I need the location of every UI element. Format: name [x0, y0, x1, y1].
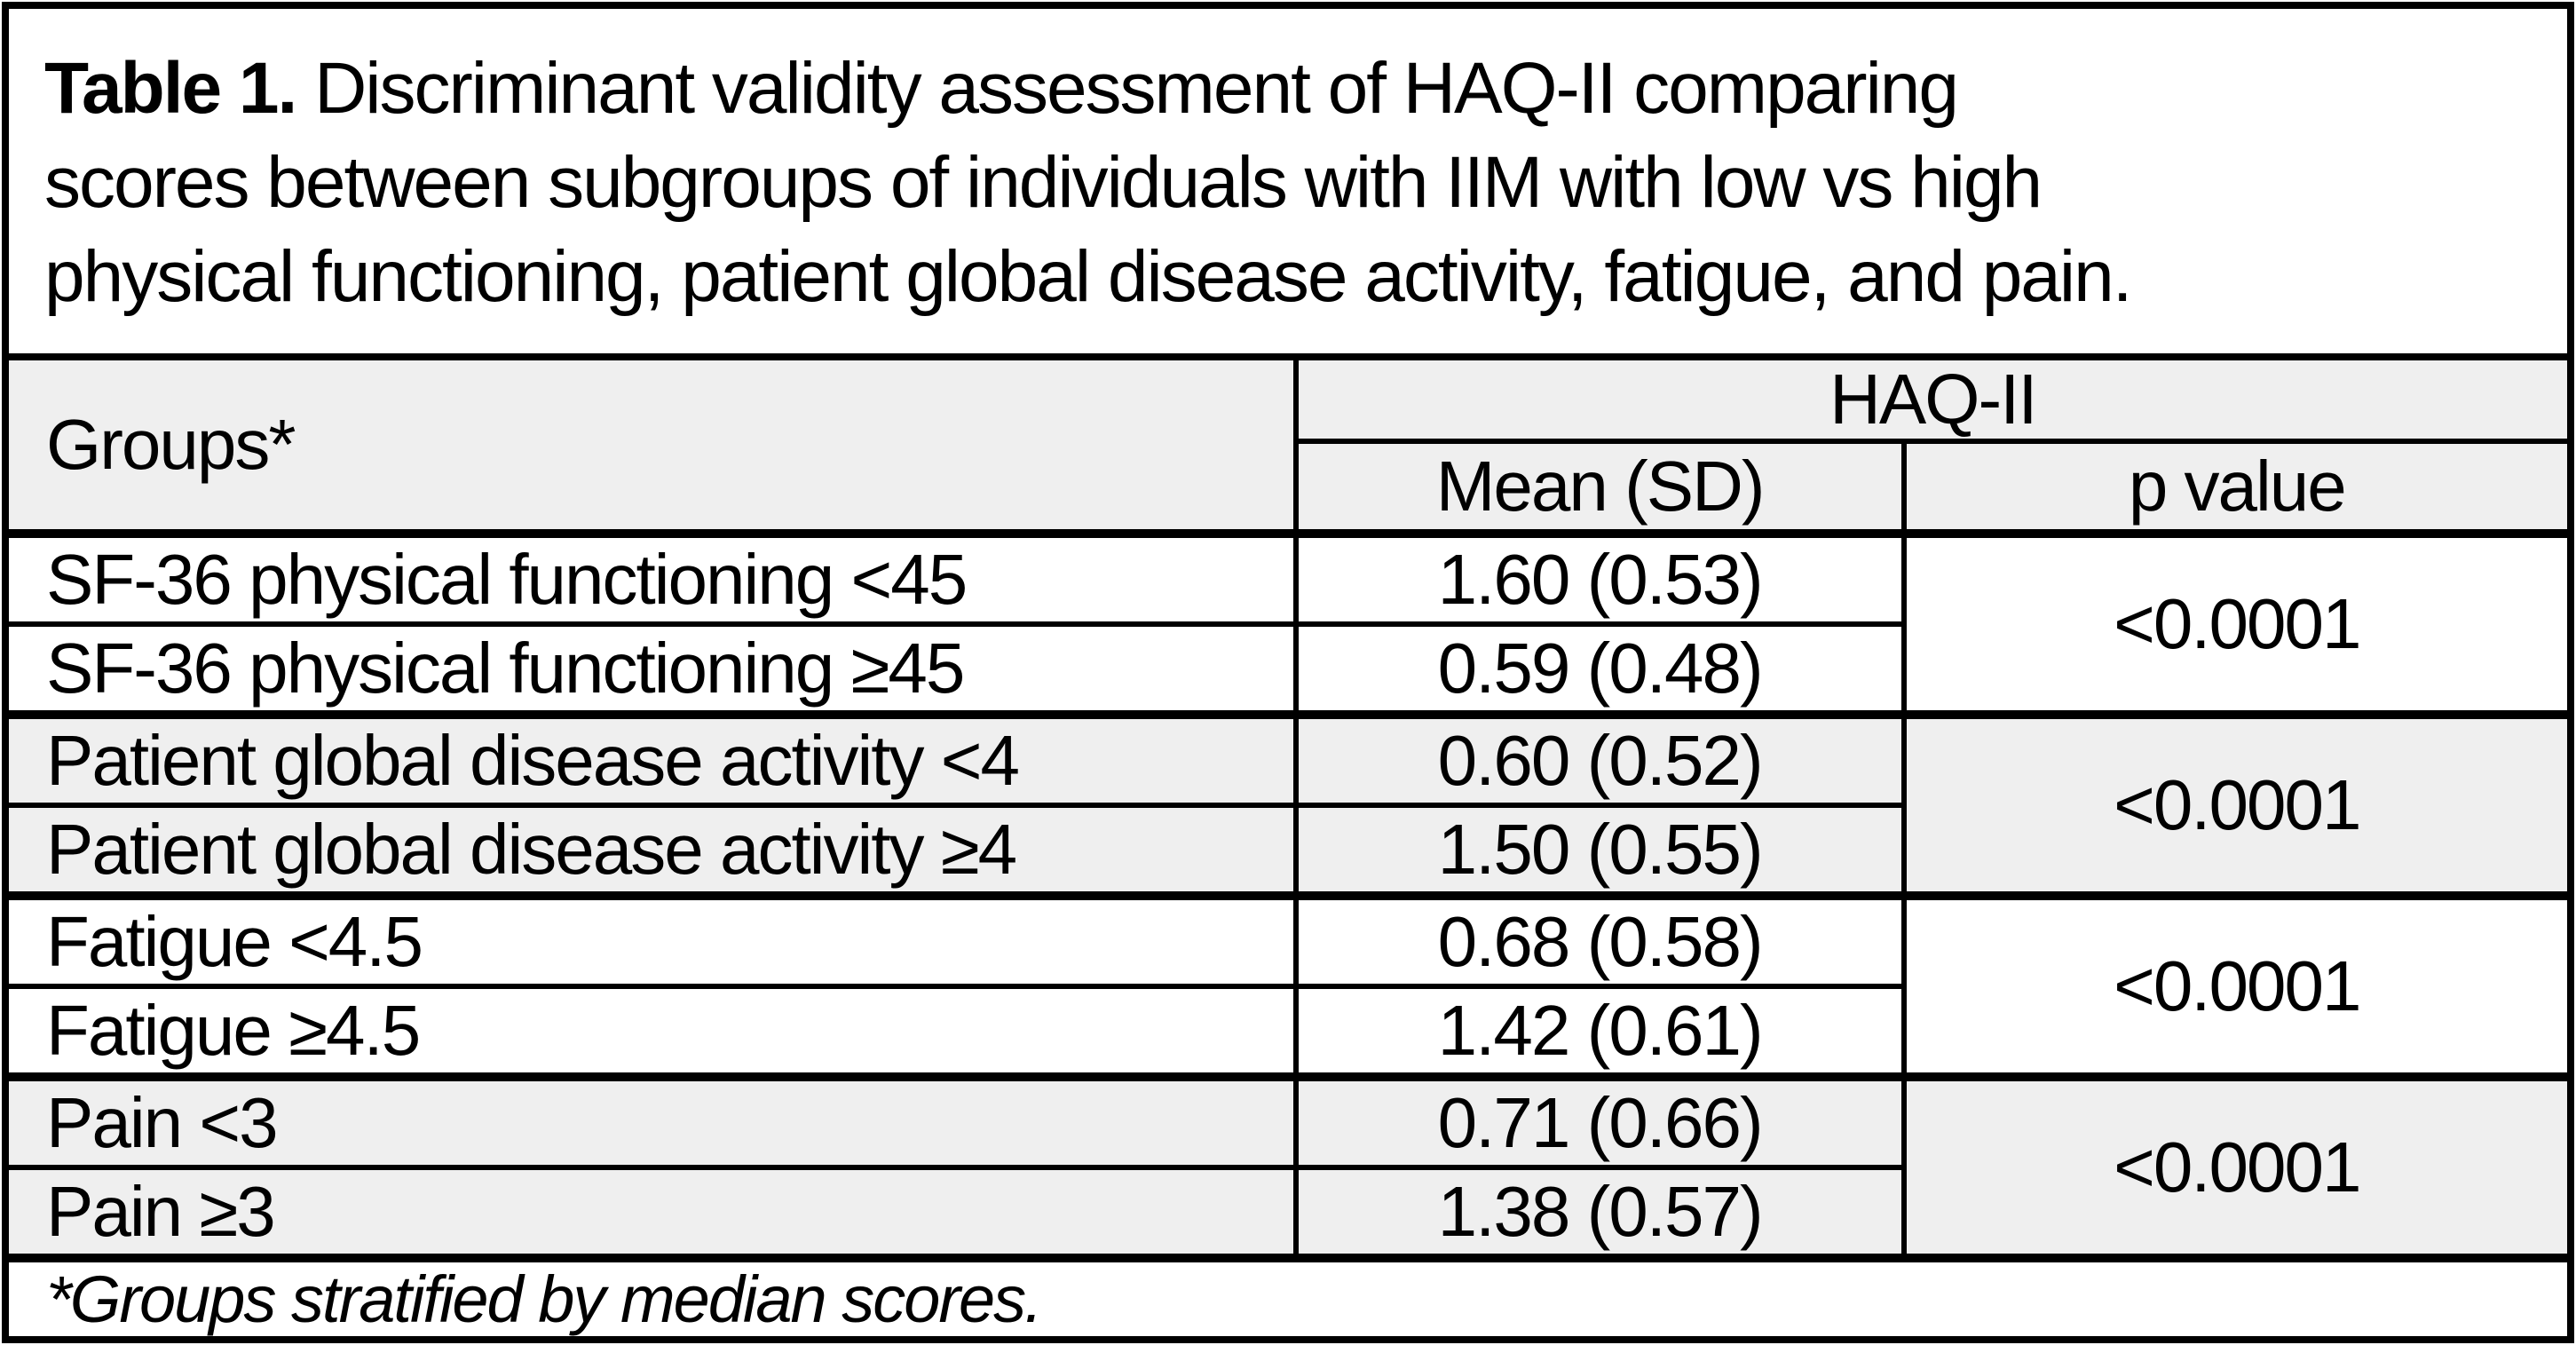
group-label-cell: SF-36 physical functioning <45	[3, 529, 1299, 627]
mean-sd-cell: 0.71 (0.66)	[1292, 1072, 1907, 1170]
group-label-cell: Patient global disease activity <4	[3, 710, 1299, 808]
table-title-line-1: Table 1. Discriminant validity assessmen…	[44, 42, 2535, 136]
column-header-groups: Groups*	[3, 354, 1299, 536]
mean-sd-cell: 0.59 (0.48)	[1292, 621, 1907, 717]
mean-sd-cell: 0.60 (0.52)	[1292, 710, 1907, 808]
group-label-cell: SF-36 physical functioning ≥45	[3, 621, 1299, 717]
table-row: Pain <3 0.71 (0.66) <0.0001	[3, 1072, 2574, 1261]
mean-sd-cell: 1.60 (0.53)	[1292, 529, 1907, 627]
table-row: SF-36 physical functioning ≥45 0.59 (0.4…	[3, 621, 2571, 717]
header-row-1: Groups* HAQ-II	[3, 354, 2574, 536]
group-label-cell: Fatigue <4.5	[3, 891, 1299, 989]
table-title-line-3: physical functioning, patient global dis…	[44, 236, 2133, 317]
table-row: Fatigue <4.5 0.68 (0.58) <0.0001	[3, 891, 2574, 1080]
mean-sd-cell: 1.50 (0.55)	[1292, 803, 1907, 898]
mean-sd-cell: 1.42 (0.61)	[1292, 984, 1907, 1080]
table-number-label: Table 1.	[44, 48, 297, 129]
p-value-cell: <0.0001	[1900, 891, 2574, 1080]
table-row: Pain ≥3 1.38 (0.57)	[3, 1165, 2571, 1261]
table-title-text: Discriminant validity assessment of HAQ-…	[314, 48, 1959, 129]
column-header-p-value: p value	[1900, 439, 2574, 536]
group-label-cell: Pain <3	[3, 1072, 1299, 1170]
table-row: SF-36 physical functioning <45 1.60 (0.5…	[3, 529, 2574, 717]
column-header-mean-sd: Mean (SD)	[1292, 439, 1907, 536]
table-title-row: Table 1. Discriminant validity assessmen…	[3, 3, 2573, 360]
table-row: Patient global disease activity ≥4 1.50 …	[3, 803, 2571, 898]
mean-sd-cell: 1.38 (0.57)	[1292, 1165, 1907, 1261]
footnote-row: *Groups stratified by median scores.	[3, 1254, 2573, 1342]
group-label-cell: Fatigue ≥4.5	[3, 984, 1299, 1080]
table-title-cell: Table 1. Discriminant validity assessmen…	[3, 3, 2573, 360]
mean-sd-cell: 0.68 (0.58)	[1292, 891, 1907, 989]
p-value-cell: <0.0001	[1900, 710, 2574, 898]
p-value-cell: <0.0001	[1900, 1072, 2574, 1261]
group-label-cell: Pain ≥3	[3, 1165, 1299, 1261]
footnote: *Groups stratified by median scores.	[3, 1254, 2573, 1342]
header-row-2: Mean (SD) p value	[5, 439, 2574, 536]
group-label-cell: Patient global disease activity ≥4	[3, 803, 1299, 898]
column-header-haq-ii: HAQ-II	[1292, 354, 2574, 444]
table-row: Fatigue ≥4.5 1.42 (0.61)	[3, 984, 2571, 1080]
p-value-cell: <0.0001	[1900, 529, 2574, 717]
table-row: Patient global disease activity <4 0.60 …	[3, 710, 2574, 898]
table-title-line-2: scores between subgroups of individuals …	[44, 142, 2043, 223]
